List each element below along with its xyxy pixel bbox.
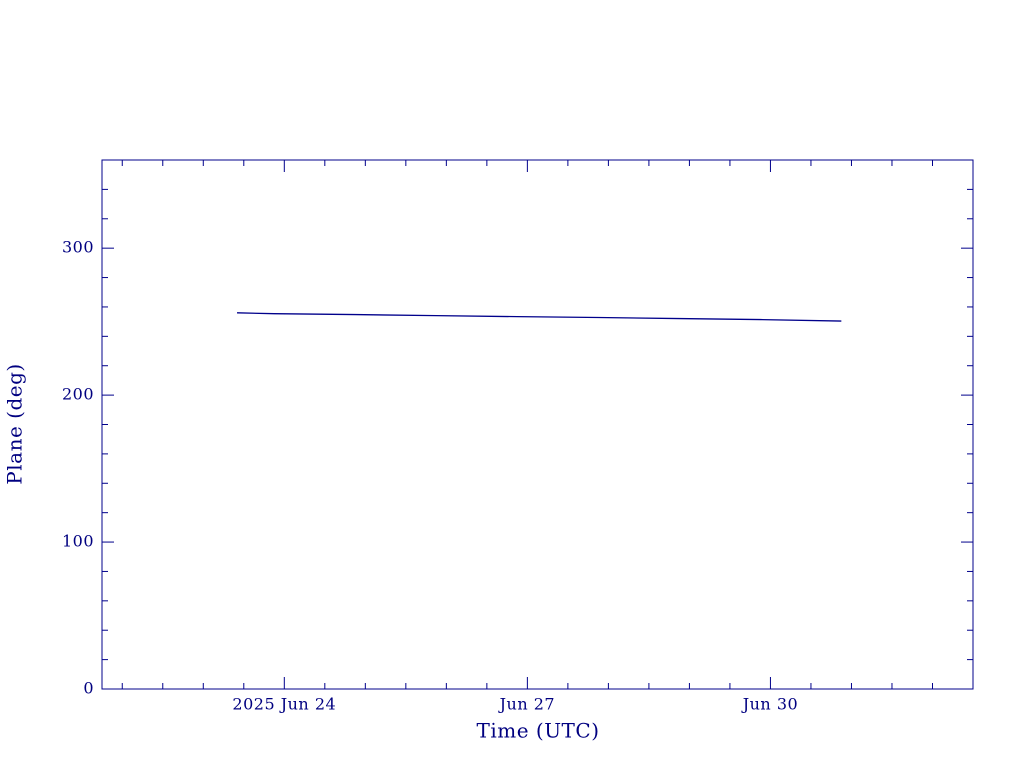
- x-tick-label: Jun 30: [741, 695, 798, 714]
- data-line: [237, 312, 842, 322]
- x-tick-label: Jun 27: [498, 695, 555, 714]
- y-tick-label: 100: [62, 532, 94, 551]
- y-tick-label: 200: [62, 385, 94, 404]
- x-tick-label: 2025 Jun 24: [232, 695, 336, 714]
- y-tick-label: 0: [83, 679, 94, 698]
- y-tick-label: 300: [62, 238, 94, 257]
- plot-frame: [101, 159, 974, 690]
- y-axis-label: Plane (deg): [3, 363, 27, 484]
- x-axis-label: Time (UTC): [477, 719, 600, 743]
